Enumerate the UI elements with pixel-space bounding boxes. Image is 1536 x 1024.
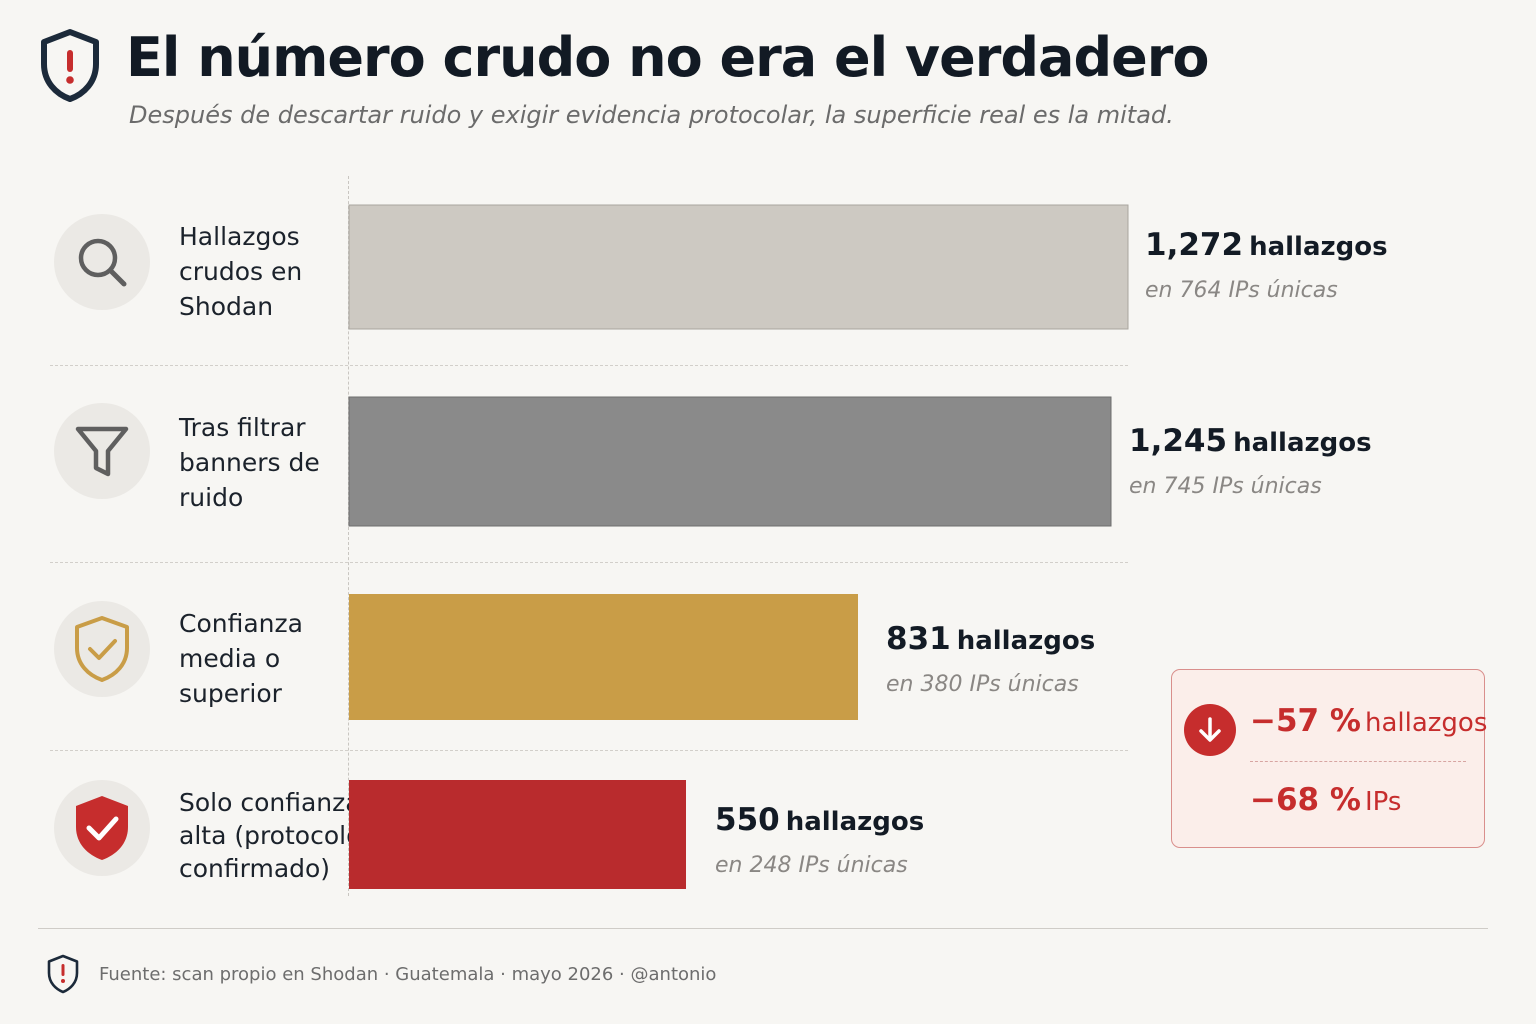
- ips-reduction-percent: −68 %: [1250, 782, 1361, 818]
- row-icon-circle: [54, 214, 150, 310]
- bar-2: [348, 396, 1112, 527]
- chart-baseline: [348, 176, 349, 896]
- reduction-callout: −57 % hallazgos −68 % IPs: [1171, 669, 1487, 848]
- bar-1: [348, 204, 1129, 330]
- callout-divider: [1250, 761, 1466, 762]
- page-title: El número crudo no era el verdadero: [126, 26, 1209, 89]
- value-unit: hallazgos: [785, 807, 925, 837]
- row-divider: [50, 750, 1128, 751]
- footer-divider: [38, 928, 1488, 929]
- ips-reduction-unit: IPs: [1364, 787, 1402, 817]
- value-unit: hallazgos: [1233, 428, 1372, 458]
- row-icon-circle: [54, 403, 150, 499]
- footer-source: Fuente: scan propio en Shodan · Guatemal…: [99, 964, 717, 985]
- value-label: 1,272 hallazgos: [1145, 227, 1388, 263]
- row-icon-circle: [54, 780, 150, 876]
- value-number: 550: [715, 802, 780, 838]
- findings-reduction: −57 % hallazgos: [1250, 703, 1487, 739]
- value-number: 1,272: [1145, 227, 1244, 263]
- row-icon-circle: [54, 601, 150, 697]
- ips-reduction: −68 % IPs: [1250, 782, 1401, 818]
- shield-logo-icon: [47, 954, 79, 994]
- page-subtitle: Después de descartar ruido y exigir evid…: [129, 101, 1174, 129]
- findings-reduction-percent: −57 %: [1250, 703, 1361, 739]
- filter-icon: [75, 426, 129, 477]
- value-label: 550 hallazgos: [715, 802, 924, 838]
- value-label: 1,245 hallazgos: [1129, 423, 1372, 459]
- arrow-down-circle-icon: [1184, 704, 1236, 756]
- findings-reduction-unit: hallazgos: [1364, 708, 1488, 738]
- category-label: Solo confianza alta (protocolo confirmad…: [179, 788, 362, 883]
- category-label: Hallazgos crudos en Shodan: [179, 222, 303, 321]
- bar-3: [349, 594, 858, 720]
- row-divider: [50, 365, 1128, 366]
- shield-check-filled-icon: [76, 796, 128, 860]
- value-sublabel: en 764 IPs únicas: [1145, 278, 1338, 303]
- row-divider: [50, 562, 1128, 563]
- search-icon: [78, 238, 127, 287]
- value-number: 831: [886, 621, 951, 657]
- value-sublabel: en 248 IPs únicas: [715, 853, 908, 878]
- value-sublabel: en 745 IPs únicas: [1129, 474, 1322, 499]
- arrow-down-icon: [1199, 717, 1221, 742]
- shield-alert-icon: [41, 29, 99, 102]
- value-label: 831 hallazgos: [886, 621, 1095, 657]
- value-unit: hallazgos: [956, 626, 1096, 656]
- value-sublabel: en 380 IPs únicas: [886, 672, 1079, 697]
- shield-check-outline-icon: [75, 616, 129, 682]
- category-label: Tras filtrar banners de ruido: [179, 413, 320, 512]
- value-unit: hallazgos: [1249, 232, 1388, 262]
- category-label: Confianza media o superior: [179, 609, 303, 708]
- value-number: 1,245: [1129, 423, 1228, 459]
- bar-4: [349, 780, 686, 889]
